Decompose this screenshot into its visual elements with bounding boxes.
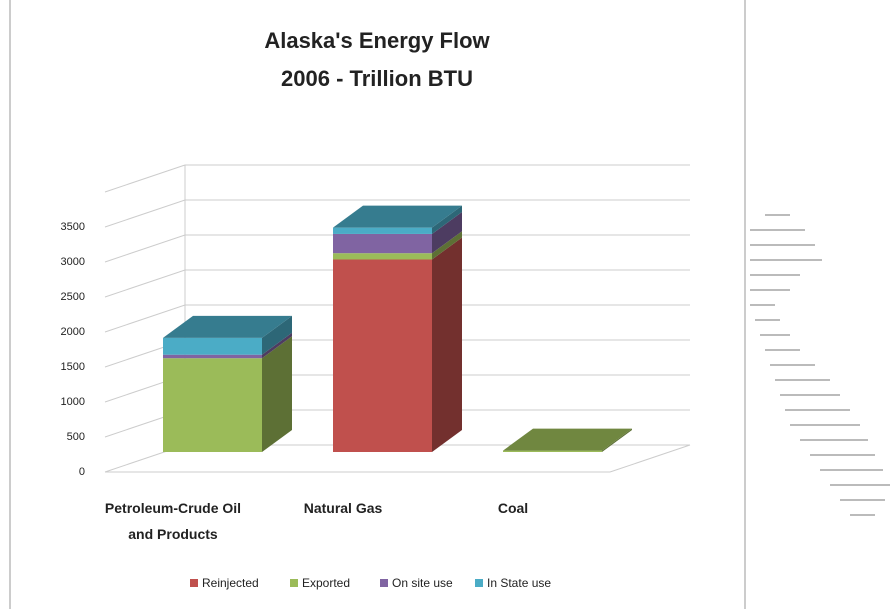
legend-swatch — [475, 579, 483, 587]
bar-side — [602, 428, 632, 452]
x-tick-label: Petroleum-Crude Oil and Products — [104, 500, 242, 542]
legend-label: Reinjected — [202, 576, 259, 590]
bar — [163, 336, 292, 452]
grid-line — [104, 234, 690, 263]
chart-title: Alaska's Energy Flow — [264, 28, 490, 53]
legend-swatch — [190, 579, 198, 587]
legend-swatch — [380, 579, 388, 587]
bar-front — [333, 233, 432, 254]
bar-side — [432, 231, 462, 260]
y-tick-label: 0 — [79, 466, 85, 478]
x-tick-label: Natural Gas — [303, 500, 383, 516]
chart-subtitle: 2006 - Trillion BTU — [281, 66, 473, 91]
bar-side — [262, 332, 292, 359]
grid-line — [104, 304, 690, 333]
grid-line — [104, 199, 690, 228]
bar-top — [163, 315, 292, 338]
bar-front — [333, 253, 432, 260]
bar-side — [432, 211, 462, 254]
decoration — [750, 214, 890, 516]
bar-front — [333, 259, 432, 452]
y-tick-label: 3000 — [61, 256, 85, 268]
grid-line — [104, 269, 690, 298]
y-tick-label: 2000 — [61, 326, 85, 338]
y-tick-label: 2500 — [61, 291, 85, 303]
bar — [503, 428, 632, 452]
legend-label: In State use — [487, 576, 551, 590]
bar-front — [163, 337, 262, 355]
y-tick-label: 3500 — [61, 221, 85, 233]
y-tick-label: 500 — [67, 431, 85, 443]
legend-label: On site use — [392, 576, 453, 590]
bar — [333, 237, 462, 452]
y-tick-label: 1000 — [61, 396, 85, 408]
y-tick-label: 1500 — [61, 361, 85, 373]
bar-front — [333, 227, 432, 234]
bar-front — [163, 354, 262, 359]
bar-top — [503, 428, 632, 451]
bar-side — [262, 336, 292, 452]
bar — [163, 332, 292, 359]
bar-side — [432, 237, 462, 452]
bar — [333, 211, 462, 254]
bar-top — [333, 205, 462, 228]
bar — [333, 205, 462, 234]
wall-top-side — [104, 164, 186, 193]
bar — [163, 315, 292, 355]
bar — [333, 231, 462, 260]
bar-front — [163, 358, 262, 452]
x-tick-label: Coal — [497, 500, 529, 516]
legend-label: Exported — [302, 576, 350, 590]
bar-side — [262, 315, 292, 355]
bar-front — [503, 450, 602, 452]
floor-right — [609, 444, 691, 473]
bar-side — [432, 205, 462, 234]
legend-swatch — [290, 579, 298, 587]
